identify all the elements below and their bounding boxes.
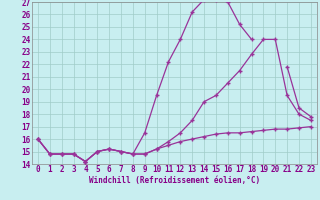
X-axis label: Windchill (Refroidissement éolien,°C): Windchill (Refroidissement éolien,°C) <box>89 176 260 185</box>
